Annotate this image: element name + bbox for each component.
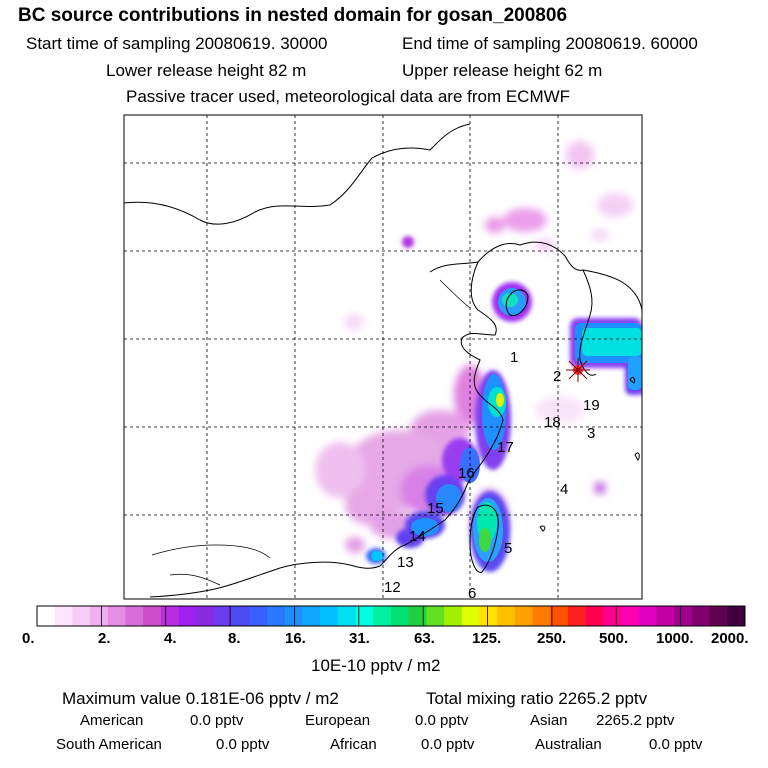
south-american-value: 0.0 pptv xyxy=(216,736,270,753)
colorbar-segment xyxy=(656,606,675,626)
colorbar-segment xyxy=(178,606,197,626)
colorbar-segment xyxy=(373,606,392,626)
colorbar-segment xyxy=(426,606,445,626)
region-label: 19 xyxy=(583,397,600,414)
colorbar-tick: 8. xyxy=(228,630,241,647)
colorbar-segment xyxy=(143,606,162,626)
region-label: 16 xyxy=(458,465,475,482)
south-american-label: South American xyxy=(56,736,162,753)
region-label: 18 xyxy=(544,414,561,431)
total-mixing-ratio: Total mixing ratio 2265.2 pptv xyxy=(426,689,648,708)
american-label: American xyxy=(80,712,144,729)
colorbar-segment xyxy=(337,606,357,626)
colorbar-unit: 10E-10 pptv / m2 xyxy=(311,656,441,675)
colorbar-tick: 63. xyxy=(414,630,435,647)
european-value: 0.0 pptv xyxy=(415,712,469,729)
colorbar-segment xyxy=(532,606,551,626)
colorbar xyxy=(37,606,746,626)
colorbar-segment xyxy=(497,606,516,626)
australian-value: 0.0 pptv xyxy=(649,736,703,753)
colorbar-tick: 2000. xyxy=(711,630,749,647)
region-label: 14 xyxy=(409,528,426,545)
start-time-label: Start time of sampling 20080619. 30000 xyxy=(26,34,328,53)
colorbar-segment xyxy=(391,606,410,626)
region-label: 3 xyxy=(587,425,595,442)
colorbar-tick: 4. xyxy=(164,630,177,647)
colorbar-segment xyxy=(196,606,215,626)
african-value: 0.0 pptv xyxy=(421,736,475,753)
european-label: European xyxy=(305,712,371,729)
african-label: African xyxy=(330,736,377,753)
region-label: 5 xyxy=(504,540,512,557)
colorbar-tick: 2. xyxy=(98,630,111,647)
colorbar-segment xyxy=(709,606,728,626)
colorbar-segment xyxy=(72,606,91,626)
colorbar-segment xyxy=(249,606,268,626)
region-label: 4 xyxy=(560,481,568,498)
colorbar-segment xyxy=(107,606,126,626)
asian-label: Asian xyxy=(530,712,568,729)
colorbar-segment xyxy=(284,606,303,626)
colorbar-segment xyxy=(444,606,463,626)
region-label: 6 xyxy=(468,585,476,602)
colorbar-segment xyxy=(302,606,321,626)
colorbar-segment xyxy=(355,606,374,626)
end-time-label: End time of sampling 20080619. 60000 xyxy=(402,34,698,53)
colorbar-segment xyxy=(585,606,604,626)
colorbar-tick: 250. xyxy=(537,630,567,647)
colorbar-segment xyxy=(638,606,657,626)
colorbar-segment xyxy=(320,606,339,626)
map-frame xyxy=(123,114,643,600)
colorbar-segment xyxy=(568,606,587,626)
region-label: 2 xyxy=(553,368,561,385)
colorbar-segment xyxy=(160,606,180,626)
region-label: 15 xyxy=(427,500,444,517)
colorbar-segment xyxy=(691,606,711,626)
colorbar-segment xyxy=(621,606,640,626)
page-title: BC source contributions in nested domain… xyxy=(18,5,568,26)
region-label: 1 xyxy=(510,349,518,366)
american-value: 0.0 pptv xyxy=(190,712,244,729)
colorbar-tick: 0. xyxy=(22,630,35,647)
colorbar-segment xyxy=(54,606,73,626)
colorbar-segment xyxy=(550,606,569,626)
coastlines xyxy=(124,123,642,598)
map-plot-area xyxy=(124,115,642,599)
colorbar-segment xyxy=(90,606,109,626)
colorbar-segment xyxy=(214,606,233,626)
colorbar-tick: 31. xyxy=(349,630,370,647)
colorbar-segment xyxy=(408,606,427,626)
colorbar-segment xyxy=(727,606,746,626)
lat-lon-grid xyxy=(124,115,642,599)
colorbar-segment xyxy=(125,606,144,626)
lower-release-label: Lower release height 82 m xyxy=(106,61,307,80)
maximum-value: Maximum value 0.181E-06 pptv / m2 xyxy=(62,689,339,708)
colorbar-segment xyxy=(479,606,498,626)
colorbar-segment xyxy=(674,606,693,626)
colorbar-segment xyxy=(514,606,534,626)
data-source-note: Passive tracer used, meteorological data… xyxy=(126,87,571,106)
colorbar-frame xyxy=(36,605,746,627)
receptor-star-icon xyxy=(566,358,590,382)
region-label: 17 xyxy=(497,439,514,456)
upper-release-label: Upper release height 62 m xyxy=(402,61,603,80)
colorbar-segment xyxy=(267,606,286,626)
colorbar-tick: 125. xyxy=(472,630,502,647)
region-label: 12 xyxy=(384,579,401,596)
australian-label: Australian xyxy=(535,736,602,753)
region-labels: 1 2 19 18 3 17 16 4 15 14 5 13 12 6 xyxy=(384,349,600,602)
country-borders xyxy=(151,279,471,586)
region-label: 13 xyxy=(397,554,414,571)
colorbar-segment xyxy=(603,606,622,626)
colorbar-segment xyxy=(231,606,250,626)
colorbar-tick: 1000. xyxy=(656,630,694,647)
colorbar-tick: 16. xyxy=(285,630,306,647)
asian-value: 2265.2 pptv xyxy=(596,712,675,729)
colorbar-tick: 500. xyxy=(599,630,629,647)
colorbar-segment xyxy=(37,606,56,626)
colorbar-segment xyxy=(461,606,480,626)
